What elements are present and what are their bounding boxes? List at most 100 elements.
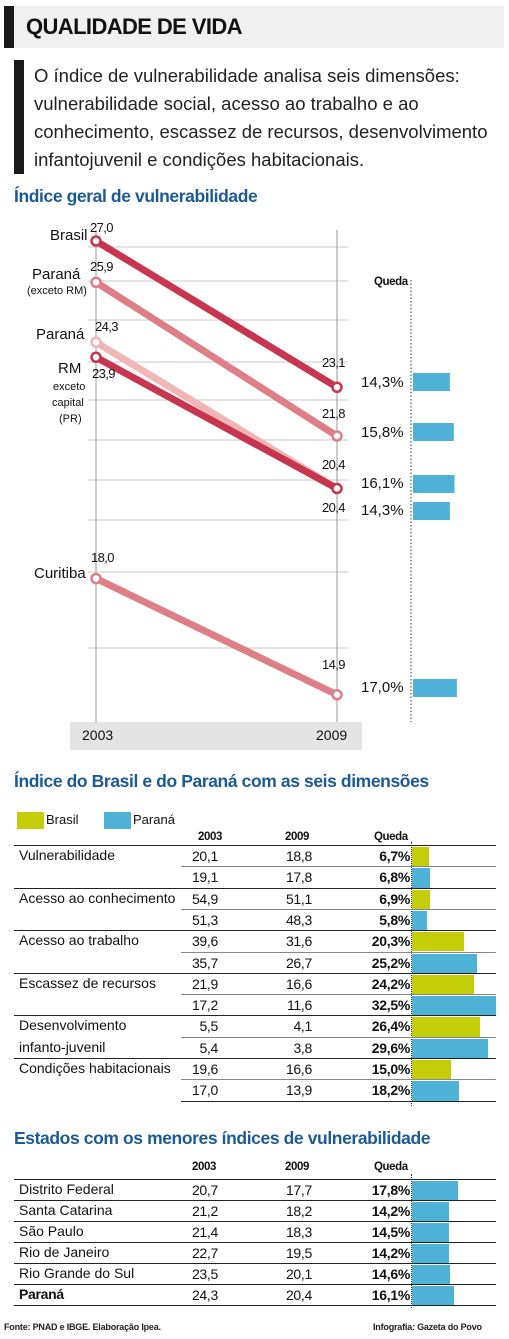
dimension-label: Desenvolvimento [19, 1017, 127, 1034]
row-divider-left [14, 845, 181, 846]
page-title: QUALIDADE DE VIDA [26, 14, 243, 39]
row-divider-right [181, 1058, 496, 1059]
state-2003-value: 21,2 [191, 1203, 218, 1219]
brasil-2003-value: 19,6 [191, 1061, 218, 1077]
legend-label-parana: Paraná [133, 812, 175, 827]
row-divider-left [14, 887, 181, 889]
header-box [14, 6, 504, 48]
state-2003-value: 21,4 [191, 1224, 218, 1240]
state-2003-value: 20,7 [191, 1182, 218, 1198]
row-divider-right [181, 887, 496, 889]
row-divider-inner [181, 1036, 496, 1038]
state-drop-value: 14,5% [371, 1224, 411, 1240]
table-bottom-line [181, 1100, 496, 1102]
row-divider-left [14, 1058, 181, 1059]
parana-drop-value: 29,6% [371, 1039, 411, 1056]
t3-col-2003: 2003 [192, 1161, 216, 1173]
state-drop-bar [412, 1286, 454, 1305]
parana-2009-value: 48,3 [285, 911, 312, 928]
brasil-2009-value: 18,8 [285, 848, 312, 864]
parana-drop-value: 18,2% [371, 1082, 411, 1099]
state-drop-value: 14,6% [371, 1266, 411, 1282]
dimension-label: Condições habitacionais [19, 1060, 171, 1076]
row-divider-inner [181, 1079, 496, 1081]
value-parana-ex-2009: 21,8 [322, 406, 346, 421]
t3-queda-divider [411, 1174, 413, 1308]
brasil-drop-value: 6,9% [379, 890, 410, 907]
point-paran-exceto-rm-2009 [331, 430, 343, 442]
brasil-drop-bar [412, 1060, 451, 1080]
row-divider-right [181, 845, 496, 846]
label-rm-sub3: (PR) [59, 413, 82, 425]
row-divider-left [14, 930, 181, 932]
state-name: Paraná [19, 1286, 64, 1302]
point-paran-exceto-rm-2003 [90, 276, 102, 288]
value-curitiba-2003: 18,0 [91, 550, 115, 565]
state-2009-value: 18,2 [285, 1203, 312, 1219]
value-parana-2009: 20,4 [322, 457, 346, 472]
state-name: Santa Catarina [19, 1202, 113, 1218]
state-2003-value: 22,7 [191, 1245, 218, 1261]
line-chart [70, 230, 457, 750]
state-drop-bar [412, 1265, 450, 1284]
lead-accent-bar [14, 60, 24, 174]
brasil-2003-value: 21,9 [191, 975, 218, 992]
state-2009-value: 17,7 [285, 1182, 312, 1198]
dimension-label: infanto-juvenil [19, 1038, 106, 1055]
brasil-drop-value: 24,2% [371, 975, 411, 992]
brasil-2009-value: 16,6 [285, 1061, 312, 1077]
row-divider-right [181, 1015, 496, 1017]
drop-label-parana-ex: 15,8% [361, 424, 404, 441]
x-axis-band [70, 722, 362, 750]
parana-drop-value: 32,5% [371, 997, 411, 1014]
dimension-label: Escassez de recursos [19, 974, 156, 991]
state-row-divider [14, 1221, 496, 1222]
drop-label-rm: 14,3% [361, 502, 404, 519]
state-row-divider [14, 1284, 496, 1285]
drop-bar-curitiba [413, 679, 457, 697]
parana-drop-bar [412, 1038, 489, 1058]
legend-label-brasil: Brasil [46, 812, 79, 827]
label-parana-ex-sub: (exceto RM) [27, 285, 87, 297]
dimension-label: Vulnerabilidade [19, 847, 115, 863]
point-curitiba-2009 [331, 689, 343, 701]
legend-swatch-parana [104, 812, 131, 829]
section3-title: Estados com os menores índices de vulner… [14, 1128, 431, 1148]
t2-queda-divider [411, 842, 413, 1106]
parana-drop-bar [412, 868, 430, 888]
brasil-2003-value: 39,6 [191, 933, 218, 950]
parana-drop-value: 25,2% [371, 954, 411, 971]
parana-2009-value: 17,8 [285, 869, 312, 886]
label-rm-sub2: capital [52, 397, 84, 409]
parana-drop-bar [412, 1081, 459, 1101]
state-name: São Paulo [19, 1223, 84, 1239]
point-brasil-2003 [90, 235, 102, 247]
state-drop-bar [412, 1223, 450, 1242]
brasil-2003-value: 5,5 [199, 1018, 218, 1035]
value-rm-2009: 20,4 [322, 500, 346, 515]
parana-drop-bar [412, 953, 477, 973]
row-divider-inner [181, 951, 496, 953]
brasil-drop-value: 15,0% [371, 1061, 411, 1077]
row-divider-left [14, 972, 181, 974]
parana-drop-value: 5,8% [379, 911, 410, 928]
t2-col-2003: 2003 [198, 831, 222, 843]
state-name: Distrito Federal [19, 1181, 114, 1197]
state-row-divider [14, 1200, 496, 1201]
state-drop-bar [412, 1181, 458, 1200]
footer-credit: Infografia: Gazeta do Povo [373, 1322, 482, 1332]
value-parana-ex-2003: 25,9 [90, 259, 114, 274]
brasil-drop-value: 26,4% [371, 1018, 411, 1035]
row-divider-inner [181, 994, 496, 996]
value-brasil-2009: 23,1 [322, 355, 346, 370]
brasil-drop-value: 6,7% [379, 848, 410, 864]
point-curitiba-2003 [90, 572, 102, 585]
parana-2003-value: 17,2 [191, 997, 218, 1014]
brasil-2003-value: 54,9 [191, 890, 218, 907]
drop-bar-brasil [413, 373, 450, 391]
series-line-curitiba [92, 575, 341, 699]
value-brasil-2003: 27,0 [90, 220, 114, 235]
state-2003-value: 23,5 [191, 1266, 218, 1282]
label-rm: RM [58, 360, 82, 377]
parana-2003-value: 5,4 [199, 1039, 218, 1056]
